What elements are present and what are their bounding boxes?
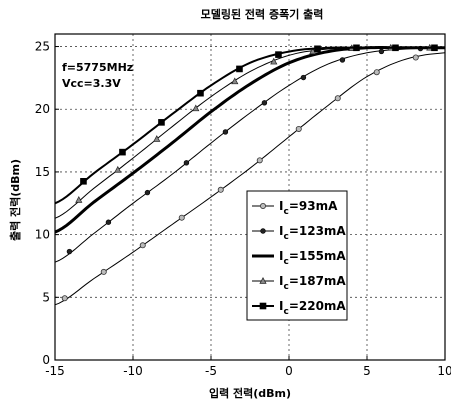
- series-3-marker: [192, 104, 200, 112]
- series-0-marker: [61, 295, 68, 302]
- x-tick-label: -10: [123, 364, 143, 378]
- series-line-0: [54, 52, 446, 306]
- series-3-marker: [270, 57, 278, 65]
- chart-title: 모델링된 전력 증폭기 출력: [201, 7, 324, 21]
- legend-entry-label: Ic=93mA: [279, 199, 338, 217]
- y-axis-label: 출력 전력(dBm): [8, 159, 22, 241]
- x-tick-label: -15: [45, 364, 65, 378]
- legend-swatch-marker: [259, 302, 267, 310]
- series-4-marker: [314, 45, 321, 53]
- series-4-marker: [80, 178, 87, 185]
- legend-swatch-marker: [259, 202, 266, 209]
- series-4-marker: [431, 44, 438, 52]
- x-tick-label: -5: [205, 364, 217, 378]
- plot-frame: [54, 33, 446, 361]
- series-1-marker: [378, 48, 385, 55]
- y-tick-label: 20: [35, 102, 50, 116]
- series-4-marker: [275, 51, 282, 58]
- series-1-marker: [66, 248, 73, 255]
- legend-entry-label: Ic=220mA: [279, 299, 346, 317]
- x-axis-label: 입력 전력(dBm): [209, 386, 291, 400]
- legend: Ic=93mA Ic=123mA Ic=155mA Ic=187mA Ic=220mA: [246, 190, 348, 321]
- series-0-marker: [412, 54, 419, 61]
- y-tick-label: 15: [35, 165, 50, 179]
- annotation-frequency: f=5775MHz: [62, 61, 133, 74]
- series-4-marker: [236, 65, 243, 73]
- series-0-marker: [178, 214, 185, 221]
- series-3-marker: [75, 196, 83, 203]
- legend-entry-label: Ic=123mA: [279, 224, 346, 242]
- series-4-marker: [197, 89, 204, 97]
- series-1-marker: [300, 74, 307, 81]
- series-4-marker: [392, 44, 399, 52]
- series-layer: [54, 43, 446, 306]
- y-tick-label: 0: [42, 353, 50, 367]
- legend-box: [246, 190, 348, 321]
- tick-layer: -15 -10 -5 0 5 10 0 5 10 15 20 25: [35, 40, 451, 378]
- y-tick-label: 25: [35, 40, 50, 54]
- series-1-marker: [222, 129, 229, 135]
- series-0-marker: [139, 242, 146, 249]
- series-1-marker: [261, 100, 268, 106]
- legend-swatch-marker: [260, 228, 266, 234]
- x-tick-label: 0: [285, 364, 293, 378]
- series-3-marker: [153, 135, 161, 142]
- x-tick-label: 5: [363, 364, 371, 378]
- legend-entry-label: Ic=187mA: [279, 274, 346, 292]
- series-0-marker: [217, 186, 224, 193]
- series-0-marker: [334, 95, 341, 102]
- series-1-marker: [183, 160, 190, 166]
- x-tick-label: 10: [437, 364, 451, 378]
- series-4-marker: [353, 44, 360, 52]
- y-tick-label: 5: [42, 290, 50, 304]
- series-1-marker: [144, 189, 151, 196]
- legend-entry-label: Ic=155mA: [279, 249, 346, 267]
- series-0-marker: [295, 125, 302, 132]
- series-1-marker: [105, 219, 112, 225]
- series-0-marker: [373, 69, 380, 76]
- series-3-marker: [231, 77, 239, 85]
- legend-swatch-marker: [259, 277, 267, 284]
- series-3-marker: [114, 165, 122, 173]
- y-tick-label: 10: [35, 228, 50, 242]
- series-1-marker: [339, 57, 346, 63]
- annotation-vcc: Vcc=3.3V: [62, 77, 121, 90]
- series-0-marker: [100, 268, 107, 275]
- series-4-marker: [158, 119, 165, 126]
- series-4-marker: [119, 148, 126, 156]
- series-0-marker: [256, 157, 263, 164]
